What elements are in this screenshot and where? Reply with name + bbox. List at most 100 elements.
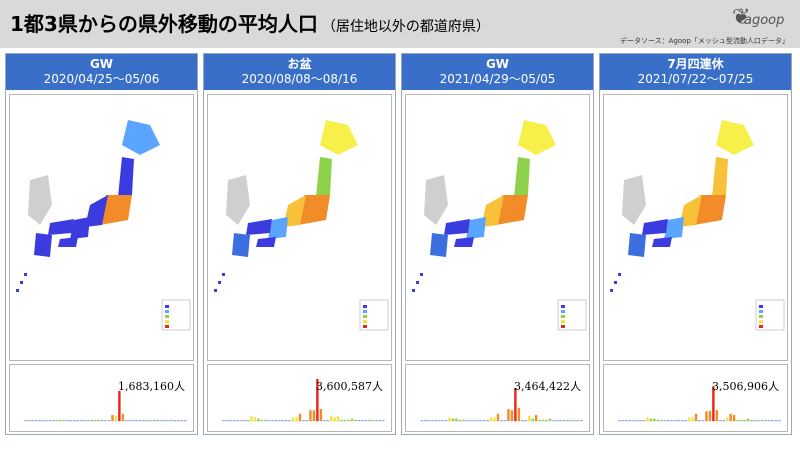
bar <box>496 413 500 421</box>
page-subtitle: （居住地以外の都道府県） <box>321 19 490 35</box>
map-legend <box>557 299 587 331</box>
bar <box>184 420 187 421</box>
bar <box>684 420 687 421</box>
panel-gw-2020: GW 2020/04/25〜05/06 1,683,1 <box>5 53 198 435</box>
bar <box>225 420 229 421</box>
panel-period-label: GW <box>89 57 114 71</box>
bar <box>243 420 246 421</box>
bar <box>732 415 736 421</box>
bar <box>80 420 83 421</box>
bar <box>441 420 444 421</box>
bar <box>628 420 632 421</box>
bar <box>576 420 580 421</box>
bar <box>284 420 288 421</box>
bar <box>316 379 319 421</box>
panel-date-range: 2020/08/08〜08/16 <box>241 72 358 86</box>
bar <box>107 420 111 421</box>
bar <box>24 419 27 421</box>
bar <box>97 419 100 421</box>
total-population: 3,506,906人 <box>712 380 779 393</box>
bar <box>62 419 66 421</box>
bar <box>159 420 163 421</box>
bar <box>663 420 667 421</box>
bar <box>423 420 427 421</box>
bar <box>427 420 430 421</box>
panel-date-range: 2021/04/29〜05/05 <box>439 72 556 86</box>
bar <box>465 420 469 421</box>
bar <box>291 417 295 421</box>
bar <box>239 420 243 421</box>
prefecture-bar-chart: 3,600,587人 <box>207 364 392 432</box>
panel-obon-2020: お盆 2020/08/08〜08/16 3,600,5 <box>203 53 396 435</box>
japan-heat-map <box>405 94 590 361</box>
header-bar: 1都3県からの県外移動の平均人口 （居住地以外の都道府県） ❦ agoop データ… <box>0 0 800 48</box>
bar <box>753 420 757 421</box>
bar <box>31 420 34 421</box>
bar <box>621 420 625 421</box>
bar <box>482 420 486 421</box>
bar <box>552 420 555 421</box>
bar <box>222 420 225 421</box>
bar <box>73 420 76 421</box>
bar <box>444 420 448 421</box>
bar <box>93 419 97 421</box>
bar <box>357 420 361 421</box>
bar <box>354 419 357 421</box>
panel-header: GW 2021/04/29〜05/05 <box>402 54 593 90</box>
bar-chart-svg <box>222 379 385 422</box>
bar <box>271 420 274 421</box>
bar <box>173 420 177 421</box>
bar <box>69 420 73 421</box>
bar <box>687 417 691 421</box>
bar <box>170 419 173 421</box>
bar <box>267 420 271 421</box>
bar <box>114 416 118 421</box>
bar <box>653 418 656 421</box>
bar <box>545 419 548 421</box>
bar <box>138 420 142 421</box>
bar <box>121 413 125 421</box>
bar <box>719 420 722 421</box>
bar <box>278 420 281 421</box>
bar <box>361 420 364 421</box>
bar <box>281 420 284 421</box>
data-source-note: データソース：Agoop「メッシュ型流動人口データ」 <box>620 37 789 45</box>
bar <box>500 420 503 421</box>
bar <box>750 420 753 421</box>
bar <box>264 419 267 421</box>
japan-heat-map <box>603 94 788 361</box>
bar <box>305 420 309 421</box>
bar <box>55 419 59 421</box>
panel-header: 7月四連休 2021/07/22〜07/25 <box>600 54 791 90</box>
bar <box>726 417 729 421</box>
bar <box>722 420 725 421</box>
bar <box>66 420 69 421</box>
bar <box>580 420 583 421</box>
panel-header: GW 2020/04/25〜05/06 <box>6 54 197 90</box>
bar <box>253 417 257 421</box>
panel-gw-2021: GW 2021/04/29〜05/05 3,464,4 <box>401 53 594 435</box>
total-population: 3,464,422人 <box>514 380 581 393</box>
bar <box>451 418 455 421</box>
bar <box>323 420 326 421</box>
bar <box>646 417 649 421</box>
bar <box>371 420 375 421</box>
page-title: 1都3県からの県外移動の平均人口 （居住地以外の都道府県） <box>10 8 490 37</box>
bar <box>458 419 462 421</box>
bar <box>469 420 472 421</box>
bar <box>712 386 715 421</box>
bar <box>555 420 559 421</box>
bar <box>660 419 663 421</box>
bar <box>562 420 566 421</box>
panel-4day-holiday-2021: 7月四連休 2021/07/22〜07/25 3,50 <box>599 53 792 435</box>
prefecture-bar-chart: 3,464,422人 <box>405 364 590 432</box>
bar <box>128 420 131 421</box>
bar <box>472 420 475 421</box>
bar <box>236 420 239 421</box>
bar <box>680 420 684 421</box>
bar <box>538 419 541 421</box>
bar <box>729 413 732 421</box>
bar <box>125 420 128 421</box>
bar <box>149 420 152 421</box>
agoop-logo: ❦ agoop <box>732 5 790 35</box>
